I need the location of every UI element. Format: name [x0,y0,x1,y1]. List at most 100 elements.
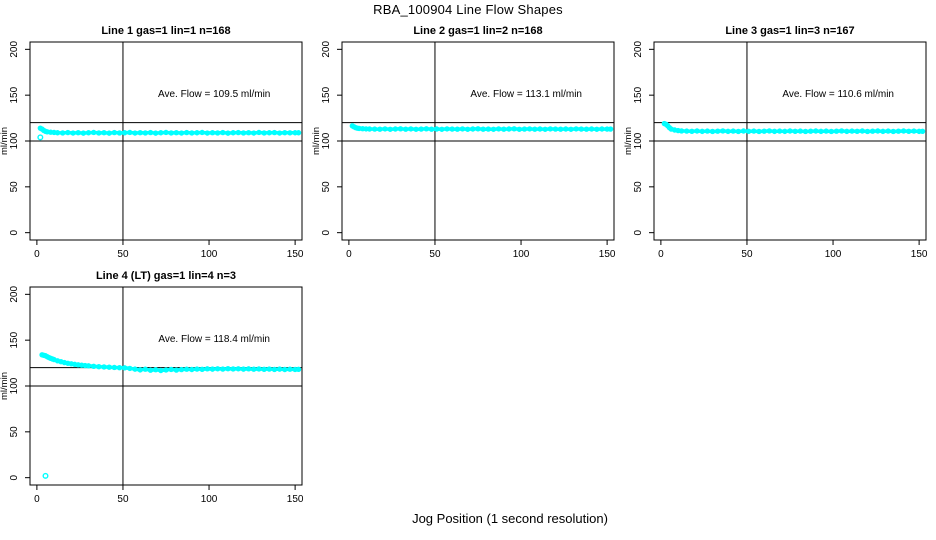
data-series-band [38,126,301,135]
data-point [828,128,835,135]
data-point [295,130,302,136]
data-point [292,130,298,136]
data-point [521,126,528,132]
data-point [363,126,369,132]
x-tick-label: 100 [201,249,218,260]
data-point [75,362,81,368]
ave-flow-annotation: Ave. Flow = 118.4 ml/min [158,334,270,345]
data-point [449,126,455,132]
data-point [106,364,112,370]
x-tick-label: 150 [599,249,616,260]
data-point [607,126,614,132]
ave-flow-annotation: Ave. Flow = 110.6 ml/min [782,89,894,100]
y-axis-label: ml/min [0,127,10,155]
data-point [766,128,773,134]
ave-flow-annotation: Ave. Flow = 113.1 ml/min [470,89,582,100]
y-tick-label: 0 [633,229,644,235]
data-point [568,126,574,132]
y-tick-label: 50 [9,181,20,193]
data-point [823,128,829,134]
data-point [96,130,102,136]
y-tick-label: 100 [9,377,20,394]
data-point [359,126,366,132]
panel-title: Line 2 gas=1 lin=2 n=168 [413,25,542,37]
data-point [142,366,149,372]
data-point [583,126,590,132]
data-point [516,126,523,132]
data-point [557,126,564,132]
data-point [68,361,75,367]
data-point [287,366,293,372]
x-tick-label: 0 [34,494,40,505]
data-point [475,126,481,132]
data-point [919,128,926,134]
data-point [137,367,143,373]
data-point [235,129,242,136]
data-point [245,366,252,372]
data-point [689,128,695,134]
data-series-band [350,124,613,132]
data-point [588,126,595,132]
y-tick-label: 100 [633,132,644,149]
data-point [163,367,169,373]
panel-line-4-plot: Line 4 (LT) gas=1 lin=4 n=3 0 50 100 150 0 50 1… [0,270,304,505]
data-point [147,129,154,136]
data-point [678,128,685,134]
outlier-point [37,134,44,141]
data-point [54,130,61,136]
data-point [90,129,97,136]
data-point [542,126,548,132]
data-point [813,128,819,134]
data-point [740,128,747,134]
panel-line-2: Line 2 gas=1 lin=2 n=168 0 50 100 150 0 50 100 1… [312,22,624,278]
data-point [266,366,272,372]
data-point [573,126,579,132]
x-tick-label: 100 [825,249,842,260]
data-point [756,128,762,135]
data-point [266,130,272,136]
y-tick-label: 0 [9,474,20,480]
data-point [72,361,78,368]
data-point [173,129,180,136]
y-tick-label: 150 [633,86,644,103]
data-series-band [662,121,925,134]
data-point [261,366,267,373]
data-point [501,126,507,132]
data-point [439,126,445,132]
data-point [173,367,180,373]
data-point [382,126,388,132]
data-point [75,129,81,136]
data-point [142,130,149,136]
data-point [230,366,236,372]
ave-flow-annotation: Ave. Flow = 109.5 ml/min [158,89,270,100]
data-point [511,126,517,132]
data-point [526,126,533,132]
y-tick-label: 150 [9,331,20,348]
data-point [245,129,252,136]
y-tick-label: 200 [633,41,644,58]
data-point [209,366,216,372]
data-point [158,367,164,374]
data-point [895,128,902,134]
data-point [137,129,143,136]
data-point [444,126,450,132]
x-tick-label: 50 [741,249,753,260]
y-tick-label: 50 [321,181,332,193]
data-point [408,126,414,132]
data-point [158,130,164,136]
data-point [116,364,123,371]
data-point [168,366,174,373]
panel-title: Line 4 (LT) gas=1 lin=4 n=3 [96,270,236,282]
x-tick-label: 0 [346,249,352,260]
data-point [240,130,247,136]
data-point [833,128,840,134]
data-point [372,126,378,132]
data-point [251,130,257,136]
data-point [163,129,169,136]
data-point [392,126,399,132]
y-tick-label: 200 [9,41,20,58]
x-tick-label: 0 [34,249,40,260]
data-point [168,130,174,136]
data-point [199,366,205,373]
data-point [428,126,435,132]
